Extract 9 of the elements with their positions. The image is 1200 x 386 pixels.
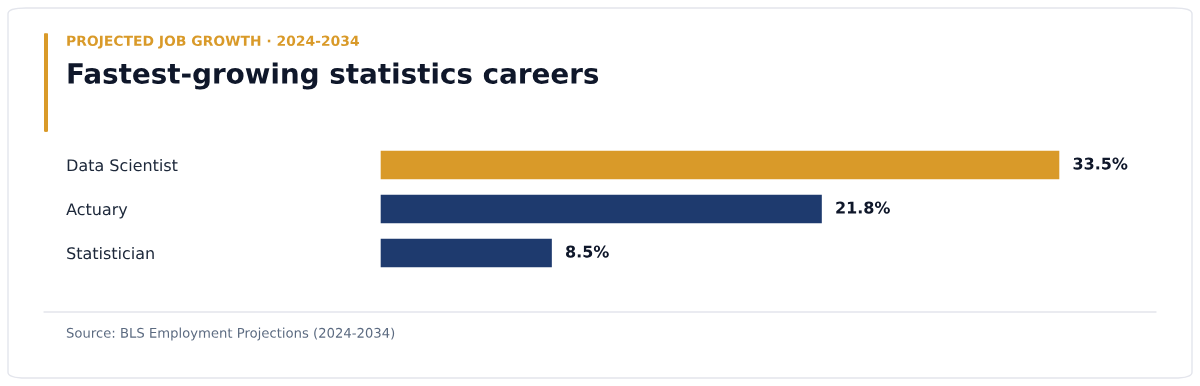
y-tick-label: Actuary (66, 203, 128, 219)
y-tick-label: Data Scientist (67, 158, 178, 172)
chart-title: Fastest-growing statistics careers (68, 62, 599, 90)
data-label: 8.5% (566, 245, 609, 258)
text: PROJECTED JOB GROWTH · 2024-2034 (67, 35, 359, 49)
y-tick-label: Statistician (67, 246, 154, 260)
source-note: Source: BLS Employment Projections (2024-2034) (66, 327, 395, 341)
data-label: 21.8% (836, 201, 890, 214)
data-label: 33.5% (1073, 157, 1128, 170)
